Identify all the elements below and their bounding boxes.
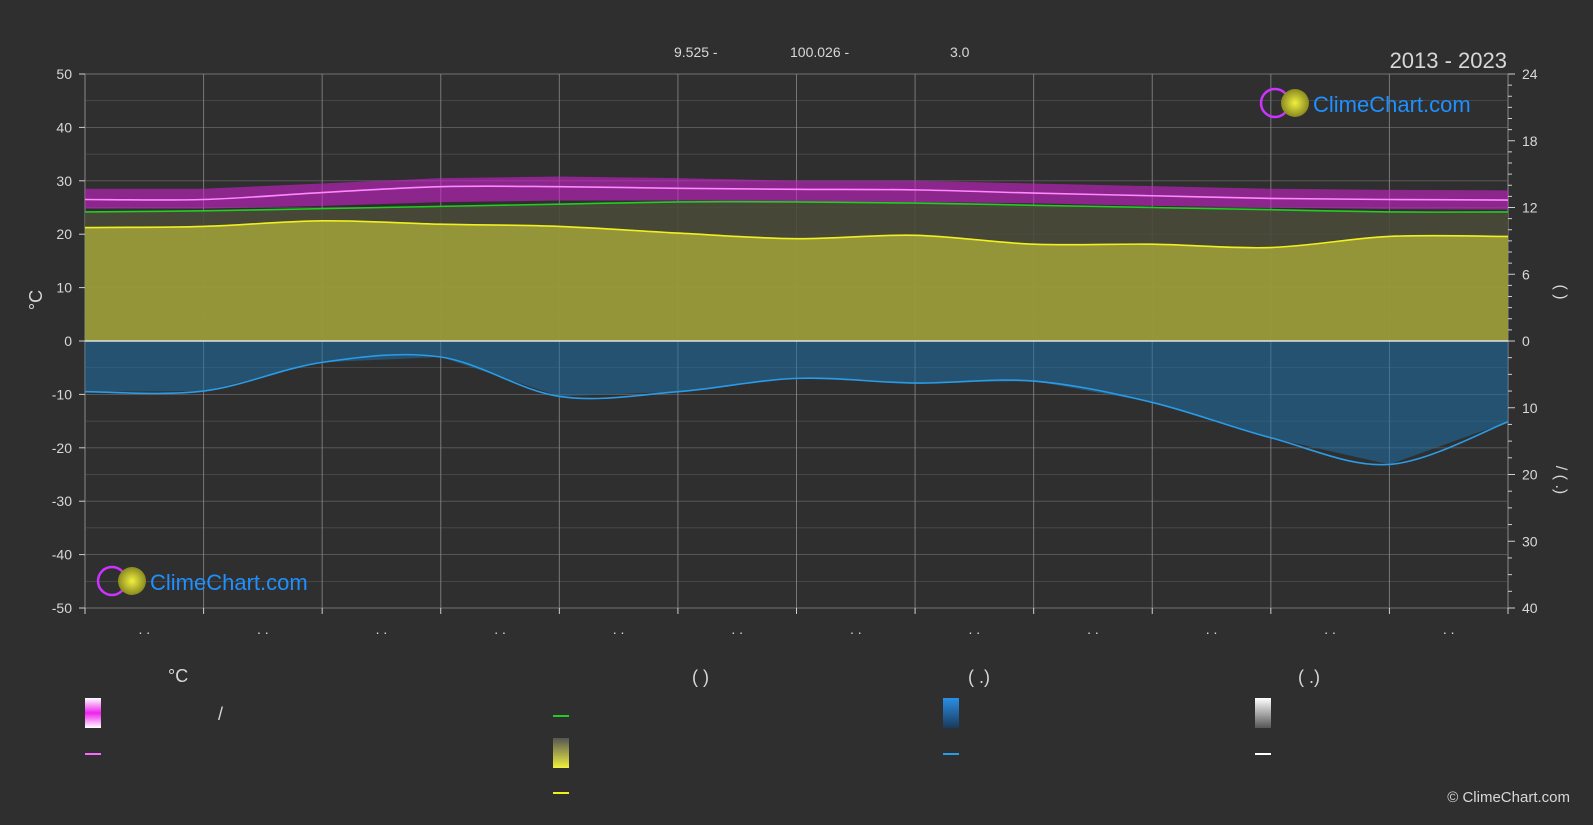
legend: °C ( ) ( .) ( .) /: [85, 666, 1320, 794]
header-coord-lat: 9.525 -: [674, 44, 718, 60]
logo-sun-icon: [1281, 89, 1309, 117]
y-left-tick-label: 10: [56, 280, 72, 296]
watermark-logo-bottom: ClimeChart.com: [96, 565, 308, 597]
data-lines: [85, 185, 1508, 466]
y-axis-right-top-label: ( ): [1552, 284, 1569, 299]
x-tick-label: . .: [257, 621, 269, 637]
watermark-logo-top: ClimeChart.com: [1259, 87, 1471, 119]
legend-sunshine-swatch: [553, 738, 569, 768]
y-right-bottom-tick-label: 10: [1522, 400, 1538, 416]
legend-rain-swatch: [943, 698, 959, 728]
x-tick-label: . .: [1087, 621, 1099, 637]
y-left-tick-label: -50: [52, 600, 72, 616]
watermark-text-top: ClimeChart.com: [1313, 92, 1471, 117]
sunshine-mean-line: [85, 220, 1508, 249]
y-right-top-tick-label: 24: [1522, 66, 1538, 82]
x-tick-label: . .: [1324, 621, 1336, 637]
y-right-bottom-tick-label: 30: [1522, 533, 1538, 549]
x-tick-label: . .: [138, 621, 150, 637]
y-axis-left-label: °C: [26, 290, 46, 310]
sunshine-area: [85, 220, 1508, 341]
y-left-tick-label: 20: [56, 226, 72, 242]
year-range: 2013 - 2023: [1390, 48, 1507, 73]
y-left-tick-label: -40: [52, 547, 72, 563]
y-left-tick-label: 40: [56, 119, 72, 135]
x-tick-label: . .: [731, 621, 743, 637]
data-areas: [85, 176, 1508, 465]
legend-rain-heading: ( .): [968, 667, 990, 687]
y-right-top-tick-label: 6: [1522, 266, 1530, 282]
y-left-tick-label: 50: [56, 66, 72, 82]
temperature-range-area: [85, 176, 1508, 210]
header-coord-lon: 100.026 -: [790, 44, 849, 60]
x-tick-label: . .: [494, 621, 506, 637]
legend-temperature-heading: °C: [168, 666, 188, 686]
precipitation-mean-line: [85, 353, 1508, 466]
legend-snow-heading: ( .): [1298, 667, 1320, 687]
y-right-top-tick-label: 18: [1522, 133, 1538, 149]
copyright: © ClimeChart.com: [1447, 789, 1570, 806]
x-tick-label: . .: [1206, 621, 1218, 637]
x-tick-label: . .: [613, 621, 625, 637]
y-left-tick-label: -20: [52, 440, 72, 456]
temperature-mean-line: [85, 185, 1508, 201]
logo-sun-icon: [118, 567, 146, 595]
y-left-tick-label: -30: [52, 493, 72, 509]
x-tick-label: . .: [376, 621, 388, 637]
y-right-bottom-tick-label: 40: [1522, 600, 1538, 616]
watermark-text-bottom: ClimeChart.com: [150, 570, 308, 595]
y-left-tick-label: -10: [52, 386, 72, 402]
header-coord-elev: 3.0: [950, 44, 970, 60]
x-tick-label: . .: [969, 621, 981, 637]
y-right-top-tick-label: 0: [1522, 333, 1530, 349]
y-left-tick-label: 0: [64, 333, 72, 349]
x-tick-label: . .: [1443, 621, 1455, 637]
legend-temp-slash: /: [218, 704, 223, 724]
precipitation-area: [85, 341, 1508, 465]
legend-snow-swatch: [1255, 698, 1271, 728]
y-left-tick-label: 30: [56, 173, 72, 189]
legend-sunshine-heading: ( ): [692, 667, 709, 687]
y-right-bottom-tick-label: 20: [1522, 467, 1538, 483]
y-axis-right-bottom-label: / ( .): [1552, 466, 1569, 494]
axis-ticks: 50 40 30 20 10 0 -10 -20 -30 -40 -50 24 18 12 6 0 10 20 30…: [52, 66, 1538, 637]
daylight-line: [85, 200, 1508, 213]
x-tick-label: . .: [850, 621, 862, 637]
y-right-top-tick-label: 12: [1522, 200, 1538, 216]
legend-temp-range-swatch: [85, 698, 101, 728]
